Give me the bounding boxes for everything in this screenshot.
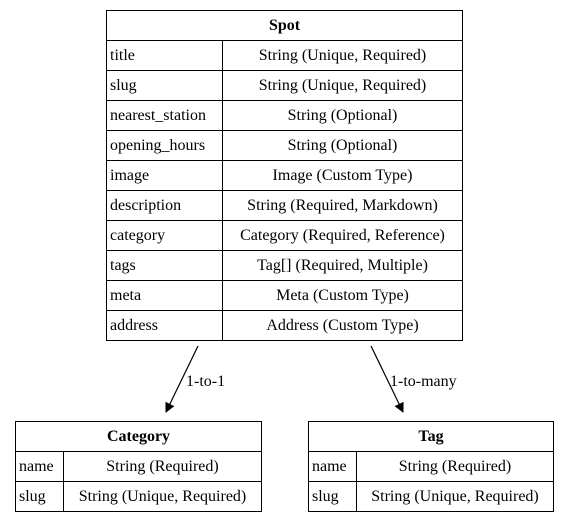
field-name: name — [15, 451, 64, 482]
field-type: Address (Custom Type) — [222, 310, 463, 341]
field-row: nearest_station String (Optional) — [106, 100, 463, 131]
field-name: title — [106, 40, 223, 71]
field-row: opening_hours String (Optional) — [106, 130, 463, 161]
field-name: meta — [106, 280, 223, 311]
field-type: String (Unique, Required) — [63, 481, 262, 512]
field-type: Image (Custom Type) — [222, 160, 463, 191]
entity-spot: Spot title String (Unique, Required) slug… — [106, 10, 463, 341]
field-name: description — [106, 190, 223, 221]
field-row: description String (Required, Markdown) — [106, 190, 463, 221]
field-row: slug String (Unique, Required) — [15, 481, 262, 512]
entity-title: Category — [15, 421, 262, 452]
field-type: Category (Required, Reference) — [222, 220, 463, 251]
entity-title: Tag — [308, 421, 554, 452]
field-name: address — [106, 310, 223, 341]
field-name: tags — [106, 250, 223, 281]
field-name: slug — [106, 70, 223, 101]
edge-label-1-to-many: 1-to-many — [390, 373, 457, 390]
field-type: String (Optional) — [222, 130, 463, 161]
entity-tag: Tag name String (Required) slug String (Un… — [308, 421, 554, 512]
field-type: String (Unique, Required) — [356, 481, 554, 512]
edge-spot-tag — [370, 345, 404, 413]
field-row: meta Meta (Custom Type) — [106, 280, 463, 311]
field-name: nearest_station — [106, 100, 223, 131]
field-type: Tag[] (Required, Multiple) — [222, 250, 463, 281]
field-row: title String (Unique, Required) — [106, 40, 463, 71]
field-name: slug — [15, 481, 64, 512]
field-name: slug — [308, 481, 357, 512]
field-name: name — [308, 451, 357, 482]
field-type: String (Unique, Required) — [222, 40, 463, 71]
field-type: String (Required) — [356, 451, 554, 482]
field-row: name String (Required) — [308, 451, 554, 482]
field-row: slug String (Unique, Required) — [308, 481, 554, 512]
entity-title: Spot — [106, 10, 463, 41]
field-row: category Category (Required, Reference) — [106, 220, 463, 251]
field-name: category — [106, 220, 223, 251]
field-type: String (Required) — [63, 451, 262, 482]
field-row: image Image (Custom Type) — [106, 160, 463, 191]
edge-spot-category — [165, 345, 199, 413]
field-name: opening_hours — [106, 130, 223, 161]
edge-label-1-to-1: 1-to-1 — [186, 373, 225, 390]
field-row: tags Tag[] (Required, Multiple) — [106, 250, 463, 281]
field-type: String (Unique, Required) — [222, 70, 463, 101]
field-row: name String (Required) — [15, 451, 262, 482]
field-row: slug String (Unique, Required) — [106, 70, 463, 101]
entity-category: Category name String (Required) slug Strin… — [15, 421, 262, 512]
field-name: image — [106, 160, 223, 191]
field-type: String (Optional) — [222, 100, 463, 131]
field-type: Meta (Custom Type) — [222, 280, 463, 311]
field-type: String (Required, Markdown) — [222, 190, 463, 221]
field-row: address Address (Custom Type) — [106, 310, 463, 341]
